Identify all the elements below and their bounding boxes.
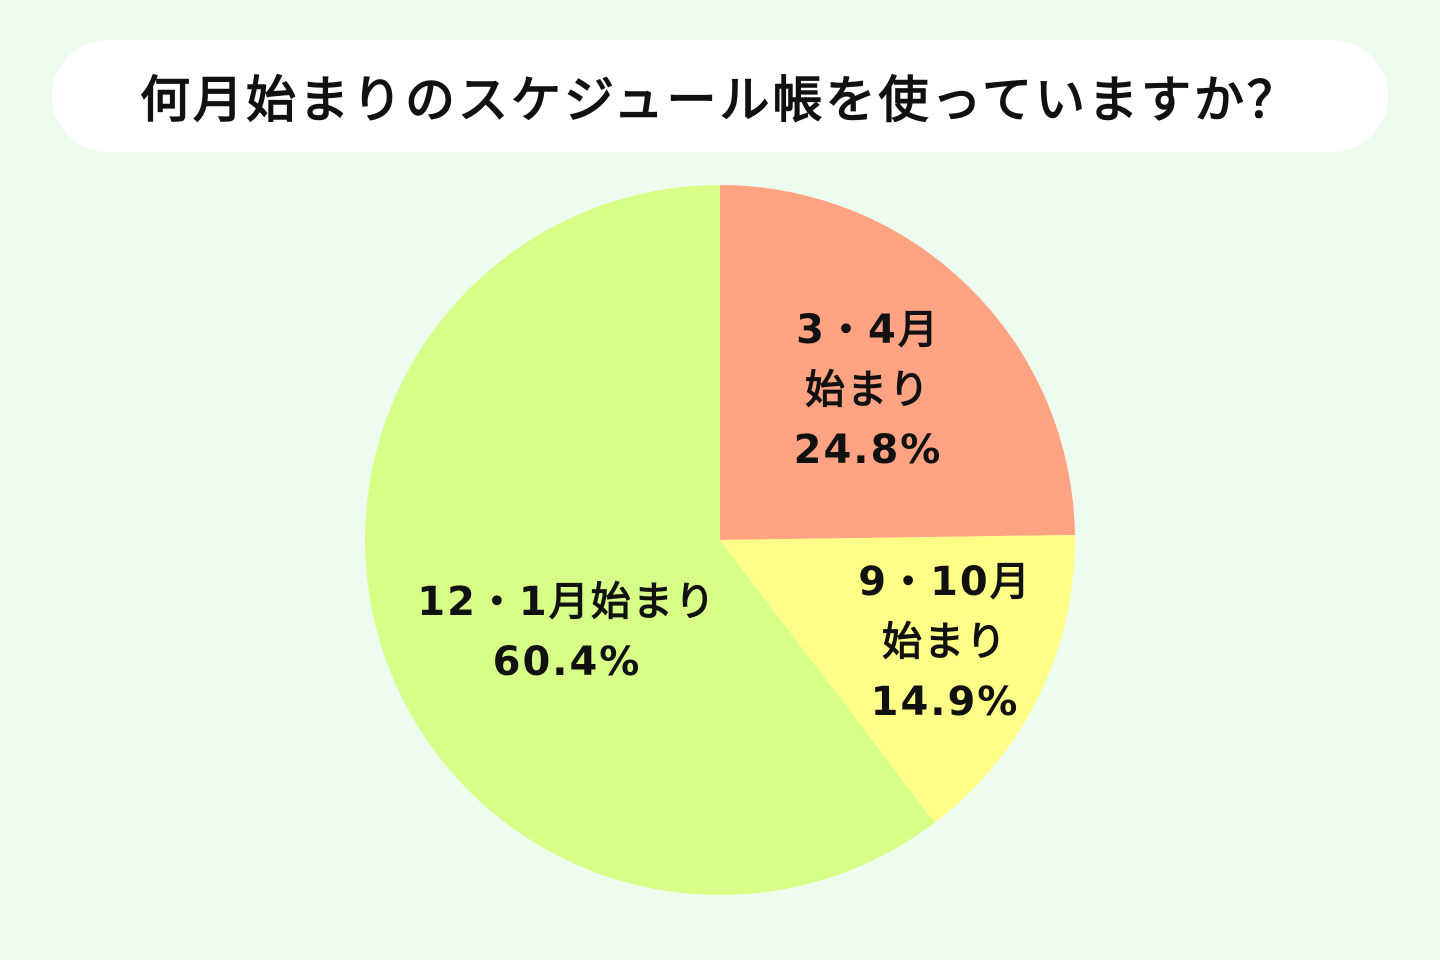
value-label: 24.8%: [793, 427, 943, 473]
category-label: 9・10月始まり: [858, 559, 1032, 665]
category-label: 12・1月始まり: [417, 579, 717, 625]
chart-title: 何月始まりのスケジュール帳を使っていますか？: [140, 71, 1300, 129]
pie-slice: [364, 185, 935, 896]
title-box: 何月始まりのスケジュール帳を使っていますか？: [52, 40, 1388, 152]
value-label: 14.9%: [870, 679, 1020, 725]
slice-label: 9・10月始まり 14.9%: [855, 552, 1035, 732]
pie-slice: [720, 534, 1075, 823]
category-label: 3・4月始まり: [796, 307, 940, 413]
value-label: 60.4%: [492, 639, 642, 685]
pie-slice: [720, 185, 1075, 540]
slice-label: 12・1月始まり 60.4%: [417, 572, 717, 692]
slice-label: 3・4月始まり 24.8%: [788, 300, 948, 480]
